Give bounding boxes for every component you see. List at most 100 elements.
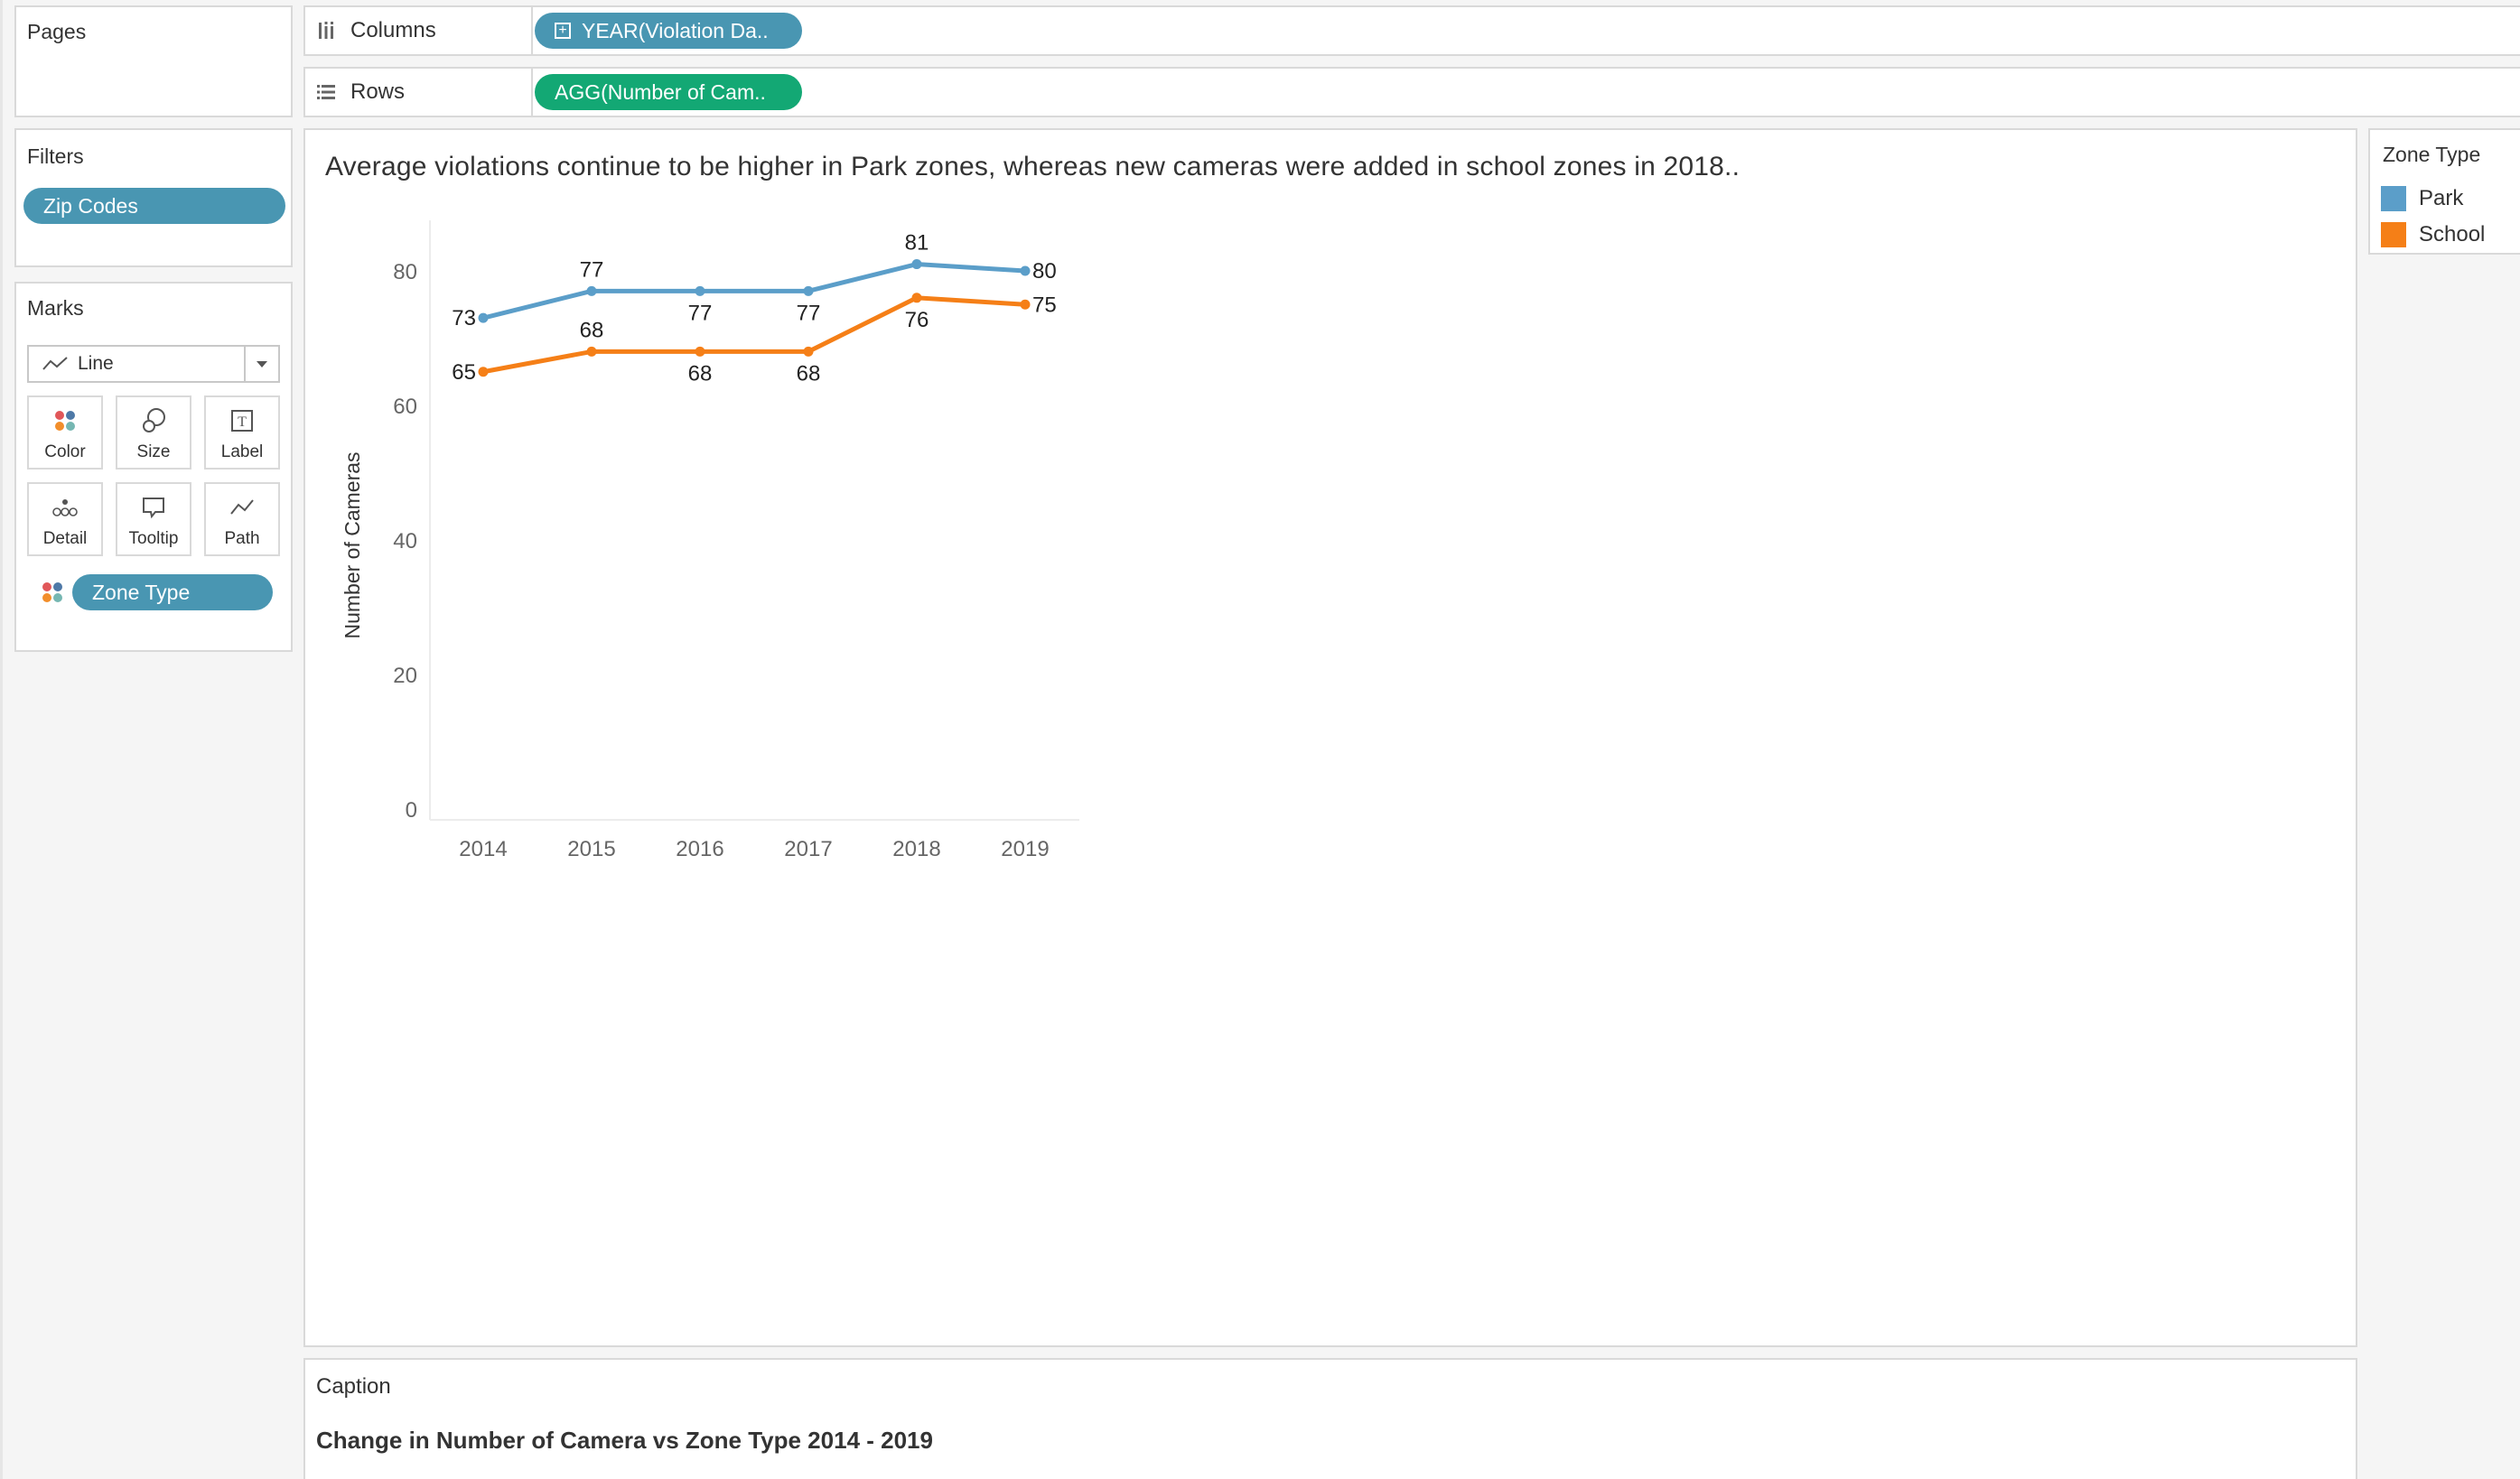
data-label-park: 77 (688, 301, 713, 325)
y-tick-label: 0 (406, 798, 417, 823)
data-label-park: 73 (452, 306, 476, 330)
data-point-park (911, 259, 922, 270)
data-label-park: 77 (797, 301, 821, 325)
columns-icon (316, 21, 336, 41)
zone-type-legend: Zone Type Park School (2368, 128, 2520, 255)
data-point-school (478, 367, 489, 377)
tooltip-button[interactable]: Tooltip (116, 482, 191, 556)
data-label-park: 77 (580, 257, 604, 282)
line-chart[interactable]: 0 20 40 60 80 2014 2015 2016 2017 2018 2019 Number … (305, 130, 2356, 1345)
rows-icon (316, 82, 336, 102)
x-tick-label: 2014 (459, 837, 507, 861)
legend-title: Zone Type (2383, 143, 2481, 166)
rows-shelf[interactable]: Rows AGG(Number of Cam.. (303, 67, 2520, 117)
pages-card[interactable]: Pages (14, 5, 293, 117)
size-button[interactable]: Size (116, 395, 191, 470)
y-tick-label: 20 (393, 664, 417, 688)
path-button-label: Path (224, 529, 260, 548)
x-tick-label: 2018 (892, 837, 940, 861)
view-title: Average violations continue to be higher… (325, 152, 1741, 181)
y-tick-label: 40 (393, 529, 417, 553)
marks-pill-label: Zone Type (92, 580, 191, 604)
filter-pill-label: Zip Codes (43, 193, 138, 218)
marks-card-title: Marks (27, 296, 84, 320)
rows-pill-agg[interactable]: AGG(Number of Cam.. (535, 74, 802, 110)
path-icon (228, 493, 257, 522)
filters-card: Filters Zip Codes (14, 128, 293, 267)
y-tick-label: 80 (393, 260, 417, 284)
x-tick-label: 2015 (567, 837, 615, 861)
rows-shelf-label: Rows (350, 79, 406, 104)
data-point-park (478, 312, 489, 323)
y-tick-label: 60 (393, 395, 417, 419)
data-point-school (803, 346, 814, 357)
data-label-school: 68 (580, 318, 604, 342)
mark-type-label: Line (78, 353, 114, 374)
caption-text: Change in Number of Camera vs Zone Type … (316, 1427, 933, 1454)
columns-shelf-header: Columns (305, 7, 533, 54)
size-button-label: Size (136, 442, 171, 461)
filter-pill-zip-codes[interactable]: Zip Codes (23, 188, 285, 224)
color-button[interactable]: Color (27, 395, 103, 470)
data-point-park (586, 285, 597, 296)
data-label-school: 68 (688, 361, 713, 386)
legend-item-park[interactable]: Park (2381, 186, 2463, 211)
legend-swatch-school (2381, 222, 2406, 247)
data-point-school (911, 293, 922, 303)
data-point-park (1020, 265, 1031, 276)
data-label-park: 81 (905, 231, 929, 256)
filters-card-title: Filters (27, 144, 84, 168)
marks-card: Marks Line Color Size T Label (14, 282, 293, 652)
viz-view: Average violations continue to be higher… (303, 128, 2357, 1347)
chevron-down-icon[interactable] (244, 347, 278, 381)
legend-item-school[interactable]: School (2381, 222, 2485, 247)
columns-shelf-label: Columns (350, 18, 436, 42)
columns-pill-year[interactable]: + YEAR(Violation Da.. (535, 13, 802, 49)
label-icon: T (228, 406, 257, 435)
data-point-school (586, 346, 597, 357)
data-point-park (695, 285, 705, 296)
path-button[interactable]: Path (204, 482, 280, 556)
detail-button-label: Detail (42, 529, 88, 548)
data-label-school: 75 (1032, 293, 1057, 317)
legend-label-park: Park (2419, 186, 2464, 210)
tooltip-icon (139, 493, 168, 522)
svg-text:T: T (238, 414, 247, 430)
x-tick-label: 2016 (676, 837, 723, 861)
data-label-school: 68 (797, 361, 821, 386)
caption-panel: Caption Change in Number of Camera vs Zo… (303, 1358, 2357, 1479)
series-line-school (482, 295, 1026, 375)
data-point-park (803, 285, 814, 296)
marks-pill-zone-type[interactable]: Zone Type (72, 574, 273, 610)
caption-title: Caption (316, 1374, 391, 1399)
columns-shelf[interactable]: Columns + YEAR(Violation Da.. (303, 5, 2520, 56)
rows-shelf-header: Rows (305, 69, 533, 116)
x-tick-label: 2019 (1001, 837, 1049, 861)
mark-type-dropdown[interactable]: Line (27, 345, 280, 383)
color-encoding-icon (40, 580, 65, 605)
data-label-school: 76 (905, 308, 929, 332)
detail-button[interactable]: Detail (27, 482, 103, 556)
tooltip-button-label: Tooltip (128, 529, 179, 548)
expand-plus-icon[interactable]: + (555, 23, 571, 39)
pages-card-title: Pages (27, 20, 87, 43)
data-label-school: 65 (452, 360, 476, 385)
series-line-park (482, 262, 1026, 321)
x-tick-label: 2017 (784, 837, 832, 861)
columns-pill-label: YEAR(Violation Da.. (582, 18, 769, 42)
data-label-park: 80 (1032, 259, 1057, 284)
legend-swatch-park (2381, 186, 2406, 211)
data-point-school (1020, 299, 1031, 310)
y-axis-label: Number of Cameras (341, 451, 364, 638)
data-point-school (695, 346, 705, 357)
label-button[interactable]: T Label (204, 395, 280, 470)
color-button-label: Color (44, 442, 86, 461)
size-icon (139, 406, 168, 435)
left-edge-divider (0, 0, 3, 1479)
line-mark-icon (42, 357, 68, 370)
rows-pill-label: AGG(Number of Cam.. (555, 79, 766, 104)
label-button-label: Label (220, 442, 264, 461)
legend-label-school: School (2419, 222, 2486, 246)
detail-icon (51, 493, 79, 522)
